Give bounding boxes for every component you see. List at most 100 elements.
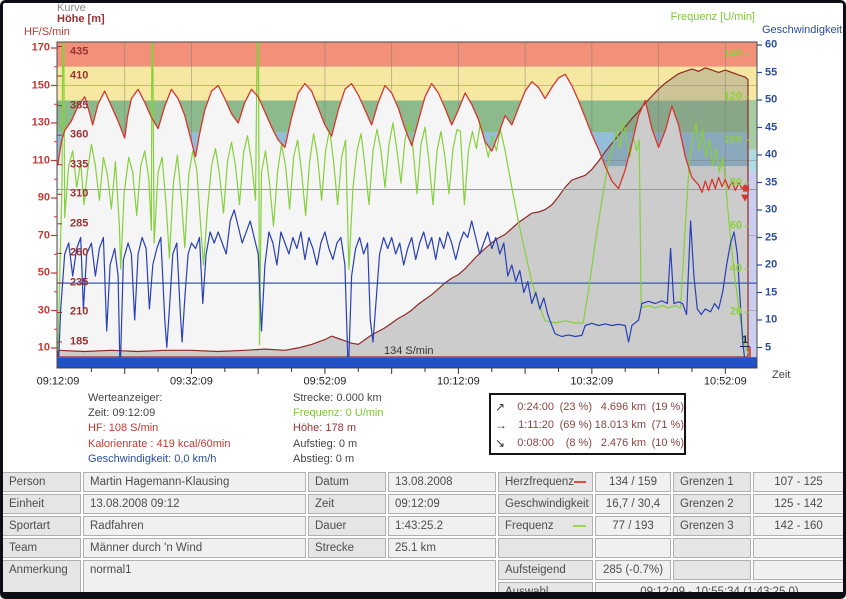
uphill-time-pct: (23 %) (559, 401, 592, 413)
dauer-value-cell: 1:43:25.2 (388, 516, 496, 536)
cursor-descent: Abstieg: 0 m (293, 452, 355, 465)
selection-bar[interactable] (56, 357, 758, 368)
gradient-stats-box: ↗ 0:24:00 (23 %) 4.696 km (19 %) → 1:11:… (489, 393, 686, 455)
strecke-label-cell: Strecke (308, 538, 386, 558)
downhill-distance-pct: (10 %) (651, 437, 684, 449)
frequenz-label: Frequenz (505, 520, 554, 532)
datum-value-cell: 13.08.2008 (388, 472, 496, 492)
cursor-time: Zeit: 09:12:09 (88, 407, 156, 420)
empty-cell (753, 538, 844, 558)
cursor-altitude: Höhe: 178 m (293, 422, 356, 435)
frequenz-value-cell: 77 / 193 (595, 516, 671, 536)
lap-marker: 1 (740, 334, 751, 347)
hf-end-marker (743, 185, 749, 192)
grenzen2-value-cell: 125 - 142 (753, 494, 844, 514)
table-row: Sportart Radfahren Dauer 1:43:25.2 Frequ… (2, 516, 844, 536)
anmerkung-value-cell: normal1 (83, 560, 496, 599)
strecke-value-cell: 25.1 km (388, 538, 496, 558)
cursor-distance: Strecke: 0.000 km (293, 392, 382, 404)
aufsteigend-label-cell: Aufsteigend (498, 560, 593, 580)
geschwindigkeit-value-cell: 16,7 / 30,4 (595, 494, 671, 514)
einheit-label-cell: Einheit (2, 494, 81, 514)
downhill-distance: 2.476 km (600, 437, 646, 449)
training-chart[interactable] (0, 0, 846, 470)
cursor-cadence: Frequenz: 0 U/min (293, 407, 384, 420)
auswahl-label-cell: Auswahl (498, 582, 593, 599)
cursor-title: Werteanzeiger: (88, 392, 163, 404)
speed-axis-title: Geschwindigkeit [km/h] (762, 24, 846, 36)
aufsteigend-value-cell: 285 (-0.7%) (595, 560, 671, 580)
altitude-axis-title: Höhe [m] (57, 13, 105, 25)
team-value-cell: Männer durch 'n Wind (83, 538, 306, 558)
value-cursor-panel-left: Werteanzeiger: Zeit: 09:12:09 HF: 108 S/… (88, 391, 230, 467)
flat-time-pct: (69 %) (559, 419, 592, 431)
cadence-axis-title: Frequenz [U/min] (670, 11, 755, 23)
datum-label-cell: Datum (308, 472, 386, 492)
auswahl-value-cell: 09:12:09 - 10:55:34 (1:43:25.0) (595, 582, 844, 599)
empty-cell (673, 560, 751, 580)
anmerkung-label-cell: Anmerkung (2, 560, 81, 599)
herzfrequenz-value-cell: 134 / 159 (595, 472, 671, 492)
hf-line-legend-icon (574, 481, 586, 483)
dauer-label-cell: Dauer (308, 516, 386, 536)
table-row: Person Martin Hagemann-Klausing Datum 13… (2, 472, 844, 492)
geschwindigkeit-label-cell: Geschwindigkeit (498, 494, 593, 514)
flat-distance-pct: (71 %) (651, 419, 684, 431)
uphill-distance-pct: (19 %) (651, 401, 684, 413)
altitude-area (57, 67, 749, 357)
hf-end-arrow-icon (741, 194, 749, 202)
grenzen2-label-cell: Grenzen 2 (673, 494, 751, 514)
downhill-time-pct: (8 %) (565, 437, 592, 449)
table-row: Team Männer durch 'n Wind Strecke 25.1 k… (2, 538, 844, 558)
hf-line (57, 73, 749, 194)
flat-arrow-icon: → (495, 418, 507, 432)
uphill-time: 0:24:00 (517, 401, 554, 413)
frequenz-label-cell: Frequenz (498, 516, 593, 536)
flat-stats-row: → 1:11:20 (69 %) 18.013 km (71 %) (495, 416, 684, 434)
table-row: Einheit 13.08.2008 09:12 Zeit 09:12:09 G… (2, 494, 844, 514)
downhill-stats-row: ↘ 0:08:00 (8 %) 2.476 km (10 %) (495, 434, 684, 452)
empty-cell (498, 538, 593, 558)
empty-cell (595, 538, 671, 558)
empty-cell (753, 560, 844, 580)
time-axis-title: Zeit (772, 369, 791, 381)
uphill-distance: 4.696 km (600, 401, 646, 413)
uphill-stats-row: ↗ 0:24:00 (23 %) 4.696 km (19 %) (495, 398, 684, 416)
grenzen1-label-cell: Grenzen 1 (673, 472, 751, 492)
grenzen3-value-cell: 142 - 160 (753, 516, 844, 536)
downhill-time: 0:08:00 (517, 437, 554, 449)
person-value-cell: Martin Hagemann-Klausing (83, 472, 306, 492)
flat-distance: 18.013 km (594, 419, 646, 431)
chart-panel: 170 150 130 110 90 70 50 30 10 435 410 385 360 335 310… (0, 0, 846, 470)
hf-axis-title: HF/S/min (24, 26, 70, 38)
cursor-calorie-rate: Kalorienrate : 419 kcal/60min (88, 437, 231, 450)
einheit-value-cell: 13.08.2008 09:12 (83, 494, 306, 514)
chart-series (57, 42, 757, 357)
person-label-cell: Person (2, 472, 81, 492)
hf-average-annotation: 134 S/min (384, 345, 434, 357)
value-cursor-panel-right: Strecke: 0.000 km Frequenz: 0 U/min Höhe… (293, 391, 383, 467)
grenzen3-label-cell: Grenzen 3 (673, 516, 751, 536)
zeit-label-cell: Zeit (308, 494, 386, 514)
table-row: Anmerkung normal1 Aufsteigend 285 (-0.7%… (2, 560, 844, 599)
tab-kurve[interactable]: Kurve (57, 2, 86, 14)
cursor-ascent: Aufstieg: 0 m (293, 437, 358, 450)
uphill-arrow-icon: ↗ (495, 400, 506, 414)
herzfrequenz-label: Herzfrequenz (505, 476, 575, 488)
downhill-arrow-icon: ↘ (495, 436, 506, 450)
cursor-speed: Geschwindigkeit: 0,0 km/h (88, 452, 217, 465)
session-details-table: Person Martin Hagemann-Klausing Datum 13… (0, 470, 846, 599)
sportart-label-cell: Sportart (2, 516, 81, 536)
cadence-line (57, 42, 749, 354)
herzfrequenz-label-cell: Herzfrequenz (498, 472, 593, 492)
grenzen1-value-cell: 107 - 125 (753, 472, 844, 492)
sportart-value-cell: Radfahren (83, 516, 306, 536)
flat-time: 1:11:20 (518, 419, 554, 431)
empty-cell (673, 538, 751, 558)
zeit-value-cell: 09:12:09 (388, 494, 496, 514)
speed-line (58, 209, 746, 357)
team-label-cell: Team (2, 538, 81, 558)
cursor-hf: HF: 108 S/min (88, 422, 159, 435)
cadence-line-legend-icon (573, 525, 586, 527)
